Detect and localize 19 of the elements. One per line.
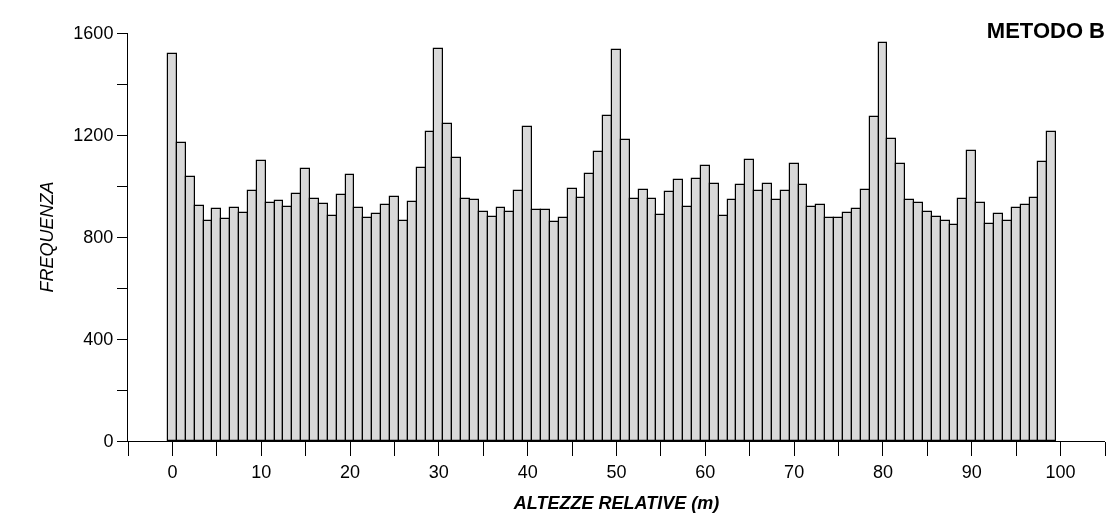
x-tick-label: 0	[167, 461, 178, 482]
x-tick-label: 10	[251, 461, 272, 482]
y-tick-label: 800	[83, 227, 114, 248]
y-tick-label: 1600	[73, 23, 114, 44]
x-tick-label: 70	[784, 461, 805, 482]
x-tick-label: 50	[606, 461, 627, 482]
x-tick-label: 30	[428, 461, 449, 482]
x-axis-title: ALTEZZE RELATIVE (m)	[512, 492, 720, 513]
y-axis-title: FREQUENZA	[36, 181, 57, 293]
y-tick-label: 1200	[73, 125, 114, 146]
x-tick-label: 60	[695, 461, 716, 482]
x-tick-label: 20	[340, 461, 361, 482]
y-tick-label: 400	[83, 329, 114, 350]
y-tick-label: 0	[103, 431, 114, 452]
x-tick-label: 40	[517, 461, 538, 482]
x-tick-label: 80	[872, 461, 893, 482]
chart-title: METODO B	[986, 17, 1105, 43]
x-tick-label: 90	[961, 461, 982, 482]
x-tick-label: 100	[1045, 461, 1076, 482]
